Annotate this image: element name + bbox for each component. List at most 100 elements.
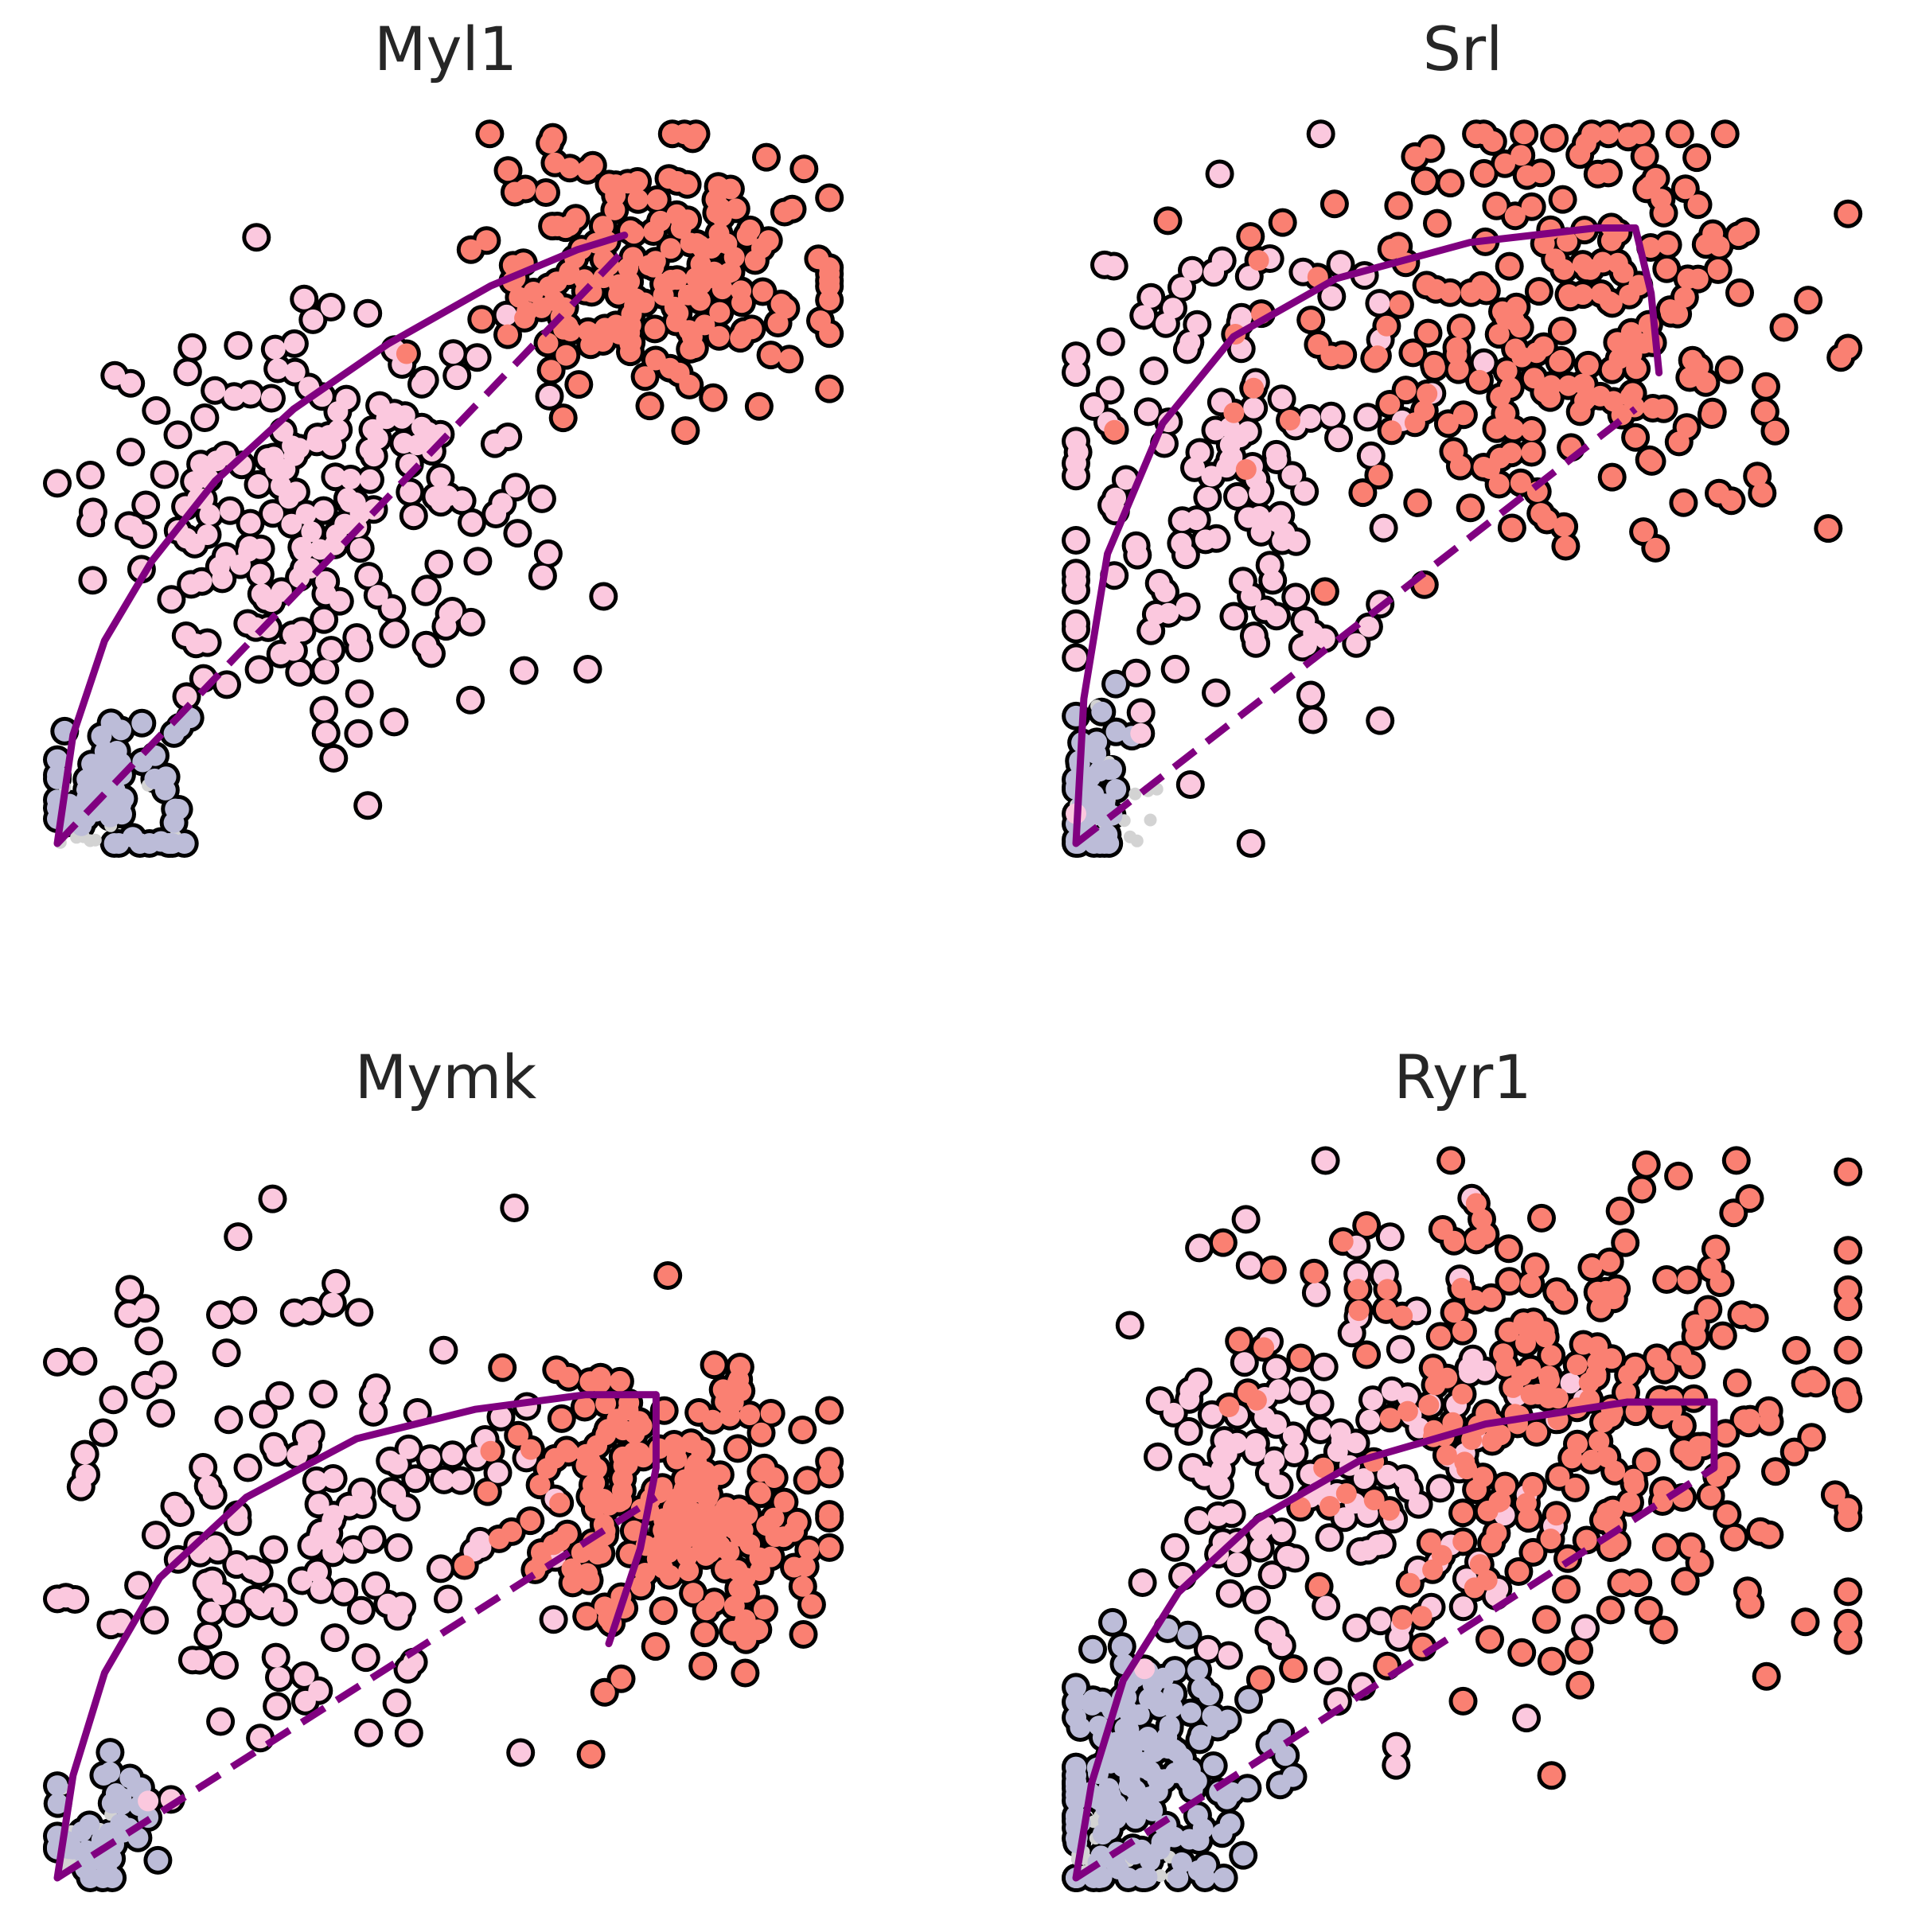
point-1-423 (1473, 123, 1495, 145)
point-0-350 (559, 158, 580, 179)
point-3-274 (1207, 1505, 1229, 1526)
point-2-209 (72, 1350, 94, 1372)
point-0-178 (205, 380, 226, 401)
point-1-338 (1157, 210, 1179, 232)
point-2-440 (492, 1357, 513, 1378)
point-2-298 (774, 1491, 795, 1513)
point-0-417 (770, 294, 792, 314)
point-1-195 (1249, 506, 1270, 527)
point-0-419 (627, 171, 649, 192)
point-0-464 (558, 264, 579, 286)
point-3-432 (1218, 1396, 1240, 1417)
point-0-156 (176, 686, 197, 707)
point-2-122 (388, 1537, 409, 1558)
point-2-110 (232, 1299, 254, 1321)
point-1-368 (1243, 377, 1265, 399)
point-3-478 (1638, 1599, 1659, 1621)
point-3-251 (1359, 1409, 1381, 1431)
point-3-538 (1805, 1373, 1826, 1394)
point-1-175 (1066, 362, 1086, 384)
point-3-462 (1561, 1447, 1583, 1469)
point-2-156 (55, 1587, 76, 1608)
point-3-500 (1620, 1492, 1640, 1513)
point-3-598 (1508, 1561, 1530, 1582)
point-1-380 (1660, 302, 1682, 324)
panel-title-myl1: Myl1 (374, 14, 517, 84)
point-3-301 (1377, 1464, 1398, 1486)
point-3-573 (1585, 1366, 1607, 1388)
point-1-406 (1553, 259, 1575, 280)
point-1-343 (1424, 354, 1445, 376)
point-2-99 (150, 1403, 171, 1424)
point-3-250 (1316, 1595, 1337, 1617)
point-0-268 (392, 407, 413, 429)
point-2-176 (387, 1606, 408, 1627)
point-0-263 (532, 565, 553, 586)
point-0-134 (383, 623, 404, 645)
point-1-330 (1626, 358, 1647, 380)
point-1-142 (1357, 407, 1378, 428)
point-3-588 (1495, 1356, 1517, 1377)
point-0-253 (191, 571, 212, 592)
point-2-118 (263, 1539, 284, 1560)
point-0-279 (314, 660, 336, 681)
point-1-384 (1425, 279, 1447, 300)
point-0-228 (267, 358, 289, 380)
point-0-421 (633, 292, 655, 314)
point-3-563 (1490, 1490, 1511, 1512)
point-1-231 (1488, 324, 1510, 345)
point-2-345 (612, 1468, 633, 1489)
point-1-179 (1187, 314, 1208, 335)
point-3-566 (1522, 1311, 1544, 1333)
point-2-147 (145, 1525, 166, 1546)
point-1-164 (1294, 481, 1316, 502)
point-2-334 (477, 1481, 498, 1502)
point-1-377 (1577, 259, 1597, 280)
point-1-242 (1469, 369, 1490, 391)
point-3-483 (1511, 1365, 1533, 1386)
point-1-427 (1530, 503, 1552, 524)
point-3-297 (1164, 1537, 1186, 1558)
point-0-84 (165, 798, 186, 820)
point-2-180 (363, 1401, 384, 1423)
background-point-0-11 (84, 834, 97, 847)
point-2-162 (294, 1665, 315, 1686)
point-0-448 (741, 318, 762, 340)
point-1-234 (1223, 402, 1245, 423)
point-0-218 (264, 338, 286, 360)
point-3-515 (1377, 1279, 1398, 1300)
point-0-471 (653, 285, 674, 306)
point-2-300 (609, 1370, 630, 1392)
point-1-135 (1321, 286, 1343, 307)
point-2-155 (490, 1406, 512, 1428)
point-0-125 (321, 640, 342, 661)
point-2-189 (134, 1374, 156, 1396)
point-3-488 (1356, 1215, 1378, 1237)
point-0-476 (559, 321, 581, 341)
point-3-140 (1163, 1683, 1184, 1704)
point-2-158 (262, 1188, 283, 1209)
point-0-286 (120, 442, 142, 463)
point-0-298 (634, 366, 656, 388)
point-0-109 (161, 589, 182, 610)
point-1-124 (1144, 360, 1164, 381)
point-3-530 (1472, 1467, 1494, 1488)
point-3-168 (1159, 1715, 1180, 1736)
point-3-65 (1111, 1636, 1132, 1657)
point-1-284 (1521, 442, 1542, 463)
point-0-390 (731, 280, 752, 302)
point-3-560 (1520, 1273, 1542, 1295)
point-0-266 (220, 500, 241, 521)
point-2-97 (350, 1599, 372, 1621)
point-3-459 (1464, 1290, 1486, 1311)
point-0-185 (206, 450, 228, 472)
point-1-248 (1640, 237, 1662, 258)
point-1-273 (1541, 375, 1562, 396)
point-3-316 (1452, 1596, 1474, 1618)
point-3-595 (1431, 1544, 1452, 1566)
point-3-493 (1795, 1611, 1816, 1633)
point-3-384 (1609, 1200, 1631, 1221)
point-3-522 (1546, 1505, 1567, 1526)
point-3-410 (1399, 1572, 1421, 1594)
point-3-385 (1249, 1669, 1271, 1690)
